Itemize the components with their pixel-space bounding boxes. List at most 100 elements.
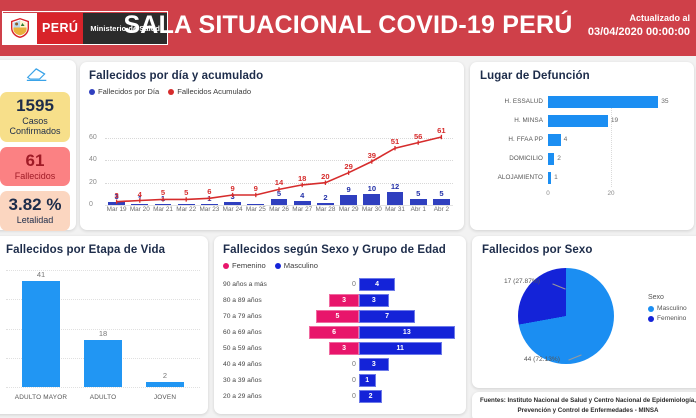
bar-rect[interactable] xyxy=(409,199,427,205)
updated-timestamp: 03/04/2020 00:00:00 xyxy=(587,26,690,39)
line-value-label: 4 xyxy=(137,189,142,199)
male-bar[interactable]: 7 xyxy=(358,309,416,323)
bar-item[interactable]: 5 xyxy=(267,127,290,205)
bar-item[interactable] xyxy=(244,127,267,205)
legend-item-masculino[interactable]: Masculino xyxy=(274,261,318,270)
bar-item[interactable]: 2 xyxy=(134,270,196,387)
bar-item[interactable]: ALOJAMIENTO 1 xyxy=(480,168,686,187)
pyramid-row[interactable]: 90 años a más 0 4 xyxy=(223,276,458,292)
kpi-casos-confirmados[interactable]: 1595 Casos Confirmados xyxy=(0,92,70,143)
bar-series: 41 18 2 xyxy=(10,270,196,387)
female-bar[interactable]: 3 xyxy=(329,293,359,307)
page-title: SALA SITUACIONAL COVID-19 PERÚ xyxy=(123,11,573,39)
bar-rect[interactable] xyxy=(154,203,172,205)
chart-plot-area[interactable]: H. ESSALUD 35 H. MINSA 19 H. FFAA PP 4 DOMICIL… xyxy=(480,92,686,200)
age-group-label: 20 a 29 años xyxy=(223,392,262,400)
kpi-fallecidos[interactable]: 61 Fallecidos xyxy=(0,147,70,187)
bar-rect[interactable] xyxy=(548,133,561,146)
y-axis-tick: 20 xyxy=(89,178,97,186)
bar-item[interactable]: 41 xyxy=(10,270,72,387)
line-value-label: 29 xyxy=(344,161,353,171)
bar-rect[interactable] xyxy=(548,171,552,184)
bar-rect[interactable] xyxy=(21,281,61,387)
bar-item[interactable]: H. MINSA 19 xyxy=(480,111,686,130)
bar-rect[interactable] xyxy=(201,203,218,205)
bar-value-label: 0 xyxy=(352,376,356,384)
male-bar[interactable]: 4 xyxy=(358,277,396,291)
bar-value-label: 3 xyxy=(342,296,346,304)
pyramid-row[interactable]: 40 a 49 años 0 3 xyxy=(223,356,458,372)
line-value-label: 56 xyxy=(413,131,423,141)
bar-item[interactable]: H. ESSALUD 35 xyxy=(480,92,686,111)
bar-value-label: 7 xyxy=(385,312,389,320)
chart-title: Lugar de Defunción xyxy=(480,70,590,82)
x-axis-tick: Mar 30 xyxy=(361,206,382,213)
female-bar[interactable]: 6 xyxy=(309,325,359,339)
bar-rect[interactable] xyxy=(108,201,125,205)
bar-rect[interactable] xyxy=(145,381,185,387)
kpi-letalidad[interactable]: 3.82 % Letalidad xyxy=(0,191,70,231)
male-bar[interactable]: 1 xyxy=(358,373,376,387)
category-label: ALOJAMIENTO xyxy=(497,174,543,181)
female-side: 3 xyxy=(297,341,359,355)
pyramid-row[interactable]: 50 a 59 años 3 11 xyxy=(223,340,458,356)
bar-item[interactable] xyxy=(175,127,198,205)
bar-rect[interactable] xyxy=(83,340,123,387)
kpi-label: Letalidad xyxy=(16,215,54,226)
pie-legend-item-femenino[interactable]: Femenino xyxy=(648,315,687,322)
female-bar[interactable]: 5 xyxy=(315,309,359,323)
chart-plot-area[interactable]: 17 (27.87%) 44 (72.13%) Sexo Masculino F… xyxy=(482,256,696,374)
bar-rect[interactable] xyxy=(433,199,450,205)
bar-item[interactable]: H. FFAA PP 4 xyxy=(480,130,686,149)
age-group-label: 70 a 79 años xyxy=(223,312,262,320)
chart-plot-area[interactable]: 41 18 2 ADULTO MAYOR ADULTO JOVEN xyxy=(6,264,200,401)
bar-rect[interactable] xyxy=(270,199,288,205)
pyramid-row[interactable]: 80 a 89 años 3 3 xyxy=(223,292,458,308)
bar-rect[interactable] xyxy=(317,202,334,205)
legend-item-fallecidos-acumulado[interactable]: Fallecidos Acumulado xyxy=(168,87,251,96)
male-bar[interactable]: 3 xyxy=(358,357,389,371)
female-bar[interactable]: 3 xyxy=(329,341,359,355)
bar-item[interactable]: 18 xyxy=(72,270,134,387)
bar-rect[interactable] xyxy=(548,114,608,127)
bar-rect[interactable] xyxy=(386,191,404,205)
chart-plot-area[interactable]: 90 años a más 0 4 80 a 89 años 3 3 70 a 79 año… xyxy=(223,276,458,404)
pie-graphic[interactable] xyxy=(518,268,614,364)
bar-item[interactable]: 3 xyxy=(221,127,244,205)
eraser-icon[interactable] xyxy=(0,60,76,87)
bar-rect[interactable] xyxy=(177,203,195,205)
pyramid-row[interactable]: 20 a 29 años 0 2 xyxy=(223,388,458,404)
bar-value-label: 5 xyxy=(416,189,421,199)
male-bar[interactable]: 13 xyxy=(358,325,455,339)
pyramid-row[interactable]: 70 a 79 años 5 7 xyxy=(223,308,458,324)
bar-rect[interactable] xyxy=(224,201,241,205)
chart-fallecidos-sexo-edad: Fallecidos según Sexo y Grupo de Edad Fe… xyxy=(214,236,466,414)
bar-rect[interactable] xyxy=(548,95,659,108)
bar-rect[interactable] xyxy=(363,193,381,205)
bar-item[interactable]: 5 xyxy=(430,127,453,205)
bar-item[interactable]: 4 xyxy=(291,127,314,205)
pyramid-row[interactable]: 60 a 69 años 6 13 xyxy=(223,324,458,340)
bar-value-label: 4 xyxy=(375,280,380,288)
male-bar[interactable]: 3 xyxy=(358,293,389,307)
bar-rect[interactable] xyxy=(131,203,149,205)
bar-rect[interactable] xyxy=(548,152,555,165)
bar-rect[interactable] xyxy=(293,200,311,205)
bar-track: 2 xyxy=(548,149,686,168)
chart-plot-area[interactable]: 60 40 20 0 3 1 1 1 3 5 4 2 9 10 12 5 5 Mar 19 Mar 20 Mar 21… xyxy=(89,100,455,218)
bar-rect[interactable] xyxy=(247,203,265,205)
bar-rect[interactable] xyxy=(340,194,357,205)
x-axis-tick: 20 xyxy=(607,190,615,197)
bar-item[interactable]: 2 xyxy=(314,127,337,205)
legend-item-fallecidos-dia[interactable]: Fallecidos por Día xyxy=(89,87,159,96)
age-group-label: 60 a 69 años xyxy=(223,328,262,336)
line-value-label: 3 xyxy=(114,190,119,200)
pyramid-row[interactable]: 30 a 39 años 0 1 xyxy=(223,372,458,388)
bar-item[interactable]: 10 xyxy=(360,127,383,205)
bar-item[interactable]: DOMICILIO 2 xyxy=(480,149,686,168)
pie-legend-item-masculino[interactable]: Masculino xyxy=(648,305,687,312)
legend-item-femenino[interactable]: Femenino xyxy=(223,261,266,270)
male-bar[interactable]: 2 xyxy=(358,389,383,403)
male-bar[interactable]: 11 xyxy=(358,341,442,355)
